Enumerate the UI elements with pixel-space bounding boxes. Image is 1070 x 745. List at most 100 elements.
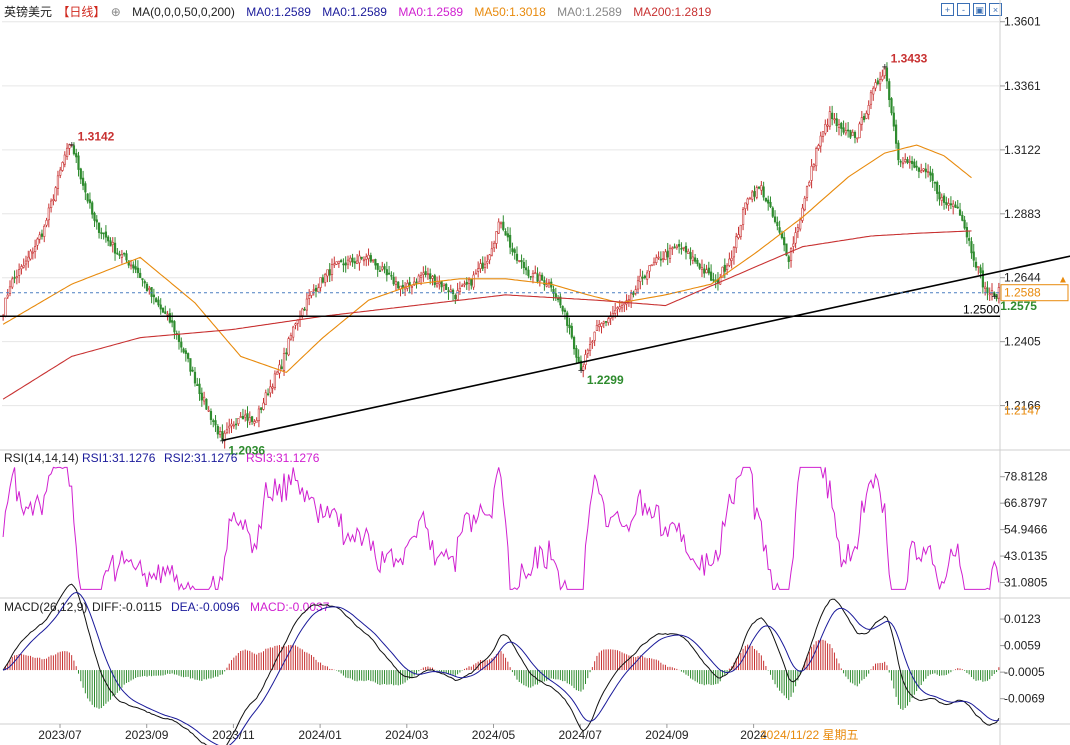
candle-body (8, 286, 12, 294)
candle-body (762, 186, 765, 198)
candle-body (593, 331, 596, 341)
candle-body (931, 173, 934, 181)
candle-body (472, 274, 475, 288)
candle-body (340, 260, 343, 263)
candle-body (264, 392, 267, 405)
candle-body (20, 266, 23, 270)
candle-body (552, 288, 555, 294)
candle-body (467, 279, 471, 284)
candle-body (109, 240, 112, 247)
ma-line-ma200 (2, 230, 972, 400)
candle-body (929, 171, 932, 176)
candle-body (869, 92, 873, 105)
candle-body (908, 160, 911, 163)
candle-body (890, 98, 893, 114)
candle-body (835, 118, 838, 126)
candle-body (244, 414, 247, 418)
candle-body (666, 250, 669, 258)
candle-body (40, 233, 44, 237)
period-label[interactable]: 【日线】 (57, 5, 106, 19)
settings-icon[interactable]: ▣ (973, 3, 986, 16)
candle-body (440, 281, 443, 288)
candle-body (630, 293, 633, 302)
candle-body (577, 356, 580, 363)
candle-body (120, 254, 123, 258)
candle-body (602, 321, 605, 324)
candle-body (50, 200, 53, 208)
candle-body (367, 254, 370, 259)
candle-body (458, 287, 461, 292)
candle-body (180, 341, 183, 348)
candle-body (657, 256, 660, 259)
candle-body (262, 402, 265, 410)
rsi-title: RSI(14,14,14) (4, 451, 79, 465)
candle-body (687, 250, 690, 254)
y-tick-label: 1.3122 (1004, 143, 1041, 157)
close-icon[interactable]: × (989, 3, 1002, 16)
candle-body (230, 423, 233, 427)
chart-header: 英镑美元 【日线】 ⊕ MA(0,0,0,50,0,200) MA0:1.258… (4, 3, 719, 19)
candle-body (111, 242, 114, 245)
candle-body (168, 313, 171, 323)
candle-body (689, 252, 692, 260)
candle-body (15, 276, 18, 279)
candle-body (27, 256, 30, 262)
candle-body (961, 214, 964, 221)
candle-body (531, 272, 535, 278)
x-tick-label: 2024/03 (385, 728, 429, 742)
candle-body (324, 274, 327, 283)
candle-body (698, 263, 701, 269)
candle-body (385, 269, 388, 276)
candle-body (449, 289, 452, 292)
y-tick-label: 1.2644 (1004, 271, 1041, 285)
candle-body (429, 273, 432, 280)
candle-body (504, 231, 507, 236)
candle-body (451, 289, 455, 295)
candle-body (970, 241, 973, 254)
candle-body (860, 117, 863, 125)
candle-body (356, 260, 359, 265)
candle-body (13, 277, 16, 279)
candle-body (926, 171, 930, 173)
candle-body (344, 262, 347, 266)
candle-body (799, 219, 802, 230)
candle-body (648, 265, 651, 272)
indicator-settings-icon[interactable]: ⊕ (110, 5, 121, 19)
candle-body (342, 263, 345, 266)
candle-body (872, 88, 875, 95)
macd-title: MACD(26,12,9) (4, 600, 87, 614)
candle-body (856, 137, 859, 140)
y-tick-label: 1.2166 (1004, 399, 1041, 413)
candle-body (79, 168, 82, 180)
candle-body (351, 257, 354, 263)
candle-body (572, 337, 576, 350)
candle-body (904, 159, 907, 163)
candle-body (493, 242, 496, 249)
candle-body (511, 248, 514, 252)
date-end-label: 2024/11/22 星期五 (760, 728, 859, 742)
candle-body (127, 260, 130, 266)
candle-body (547, 281, 551, 284)
zoom-out-icon[interactable]: - (957, 3, 970, 16)
candle-body (556, 298, 560, 301)
candle-body (152, 294, 155, 298)
candle-body (940, 197, 943, 201)
candle-body (246, 413, 249, 421)
candle-body (518, 260, 521, 262)
zoom-in-icon[interactable]: + (941, 3, 954, 16)
extreme-marker: + (991, 291, 997, 303)
x-tick-label: 2024 (740, 728, 767, 742)
candle-body (276, 371, 279, 375)
candle-body (47, 207, 50, 221)
candle-body (317, 287, 320, 293)
candle-body (659, 258, 662, 261)
candle-body (465, 281, 468, 285)
macd-value-0: DIFF:-0.0115 (92, 600, 162, 614)
candle-body (952, 203, 955, 207)
candle-body (335, 261, 338, 265)
candle-body (196, 384, 199, 386)
candle-body (116, 252, 119, 255)
candle-body (321, 277, 324, 283)
candle-body (995, 294, 998, 300)
